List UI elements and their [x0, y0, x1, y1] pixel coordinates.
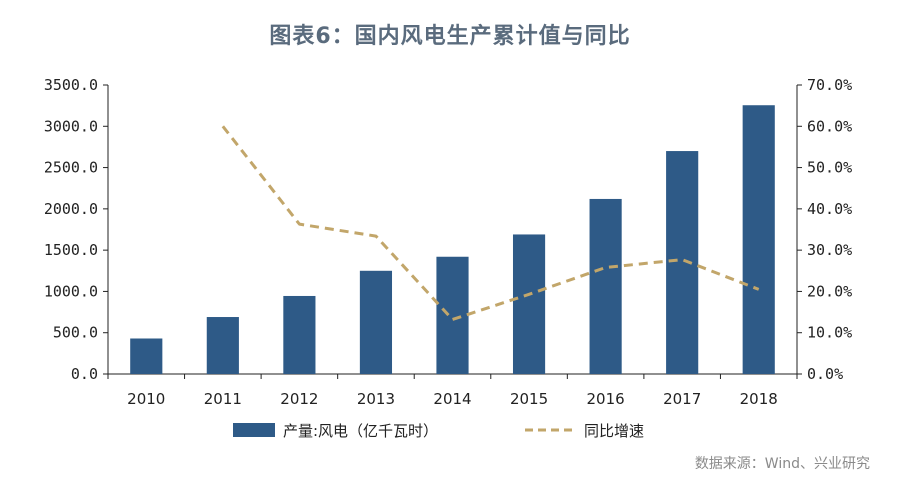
left-tick-label: 3000.0 — [44, 117, 98, 135]
right-tick-label: 40.0% — [807, 200, 852, 218]
left-tick-label: 1500.0 — [44, 241, 98, 259]
growth-line — [221, 125, 760, 322]
line-series — [221, 125, 760, 322]
right-tick-label: 10.0% — [807, 324, 852, 342]
right-tick-label: 60.0% — [807, 117, 852, 135]
bar-series — [130, 105, 775, 374]
bar — [283, 295, 316, 374]
x-tick-label: 2016 — [587, 390, 625, 408]
right-tick-label: 20.0% — [807, 282, 852, 300]
left-axis-ticks: 0.0 500.0 1000.0 1500.0 2000.0 2500.0 3000.0 35… — [44, 76, 108, 383]
left-tick-label: 500.0 — [53, 324, 98, 342]
bar — [666, 151, 699, 374]
right-tick-label: 50.0% — [807, 159, 852, 177]
bar — [130, 338, 163, 374]
source-note: 数据来源：Wind、兴业研究 — [694, 456, 870, 472]
x-tick-label: 2014 — [433, 390, 471, 408]
chart-title: 图表6：国内风电生产累计值与同比 — [269, 24, 631, 49]
right-axis-ticks: 0.0% 10.0% 20.0% 30.0% 40.0% 50.0% 60.0% 70.0% — [797, 76, 852, 383]
x-tick-label: 2011 — [204, 390, 242, 408]
left-tick-label: 0.0 — [71, 365, 98, 383]
x-tick-label: 2012 — [280, 390, 318, 408]
bar — [206, 317, 239, 374]
x-axis-ticks: 2010 2011 2012 2013 2014 2015 2016 2017 2018 — [107, 374, 798, 408]
legend-bar-label: 产量:风电（亿千瓦时） — [283, 422, 438, 440]
right-tick-label: 70.0% — [807, 76, 852, 94]
x-tick-label: 2010 — [127, 390, 165, 408]
legend-line-label: 同比增速 — [584, 422, 644, 440]
right-tick-label: 30.0% — [807, 241, 852, 259]
legend-bar-swatch — [233, 423, 275, 437]
x-tick-label: 2015 — [510, 390, 548, 408]
x-tick-label: 2018 — [740, 390, 778, 408]
left-tick-label: 1000.0 — [44, 282, 98, 300]
bar — [589, 198, 622, 374]
bar — [359, 270, 393, 374]
bar — [512, 234, 546, 374]
x-tick-label: 2017 — [663, 390, 701, 408]
bar — [436, 256, 469, 374]
legend: 产量:风电（亿千瓦时） 同比增速 — [233, 422, 644, 440]
left-tick-label: 2000.0 — [44, 200, 98, 218]
left-tick-label: 3500.0 — [44, 76, 98, 94]
x-tick-label: 2013 — [357, 390, 395, 408]
bar — [742, 105, 775, 374]
left-tick-label: 2500.0 — [44, 159, 98, 177]
right-tick-label: 0.0% — [807, 365, 843, 383]
